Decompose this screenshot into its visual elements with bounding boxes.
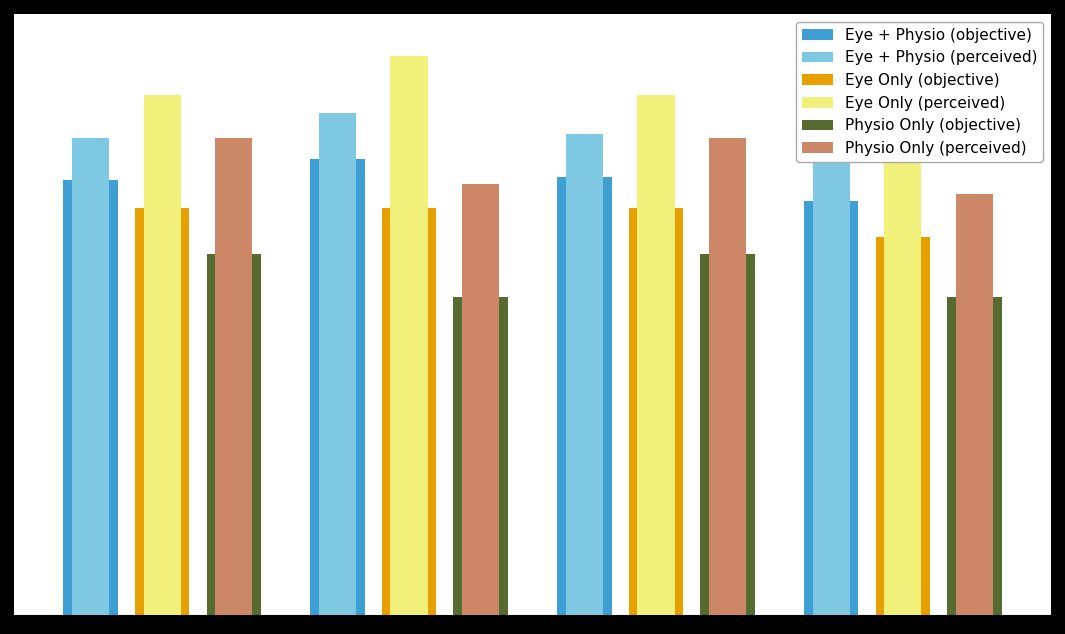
Bar xyxy=(628,209,683,615)
Bar xyxy=(382,209,437,615)
Bar xyxy=(638,95,674,615)
Bar xyxy=(135,209,190,615)
Bar xyxy=(63,180,117,615)
Bar xyxy=(318,113,356,615)
Bar xyxy=(207,254,261,615)
Bar xyxy=(884,124,921,615)
Bar xyxy=(875,236,930,615)
Bar xyxy=(701,254,755,615)
Bar xyxy=(391,56,427,615)
Bar xyxy=(72,138,109,615)
Bar xyxy=(215,138,252,615)
Bar xyxy=(144,95,181,615)
Bar xyxy=(566,134,603,615)
Bar xyxy=(948,297,1002,615)
Bar xyxy=(956,194,993,615)
Bar xyxy=(310,159,364,615)
Bar xyxy=(557,177,611,615)
Bar xyxy=(454,297,508,615)
Bar xyxy=(462,184,499,615)
Bar xyxy=(813,162,850,615)
Bar xyxy=(804,202,858,615)
Legend: Eye + Physio (objective), Eye + Physio (perceived), Eye Only (objective), Eye On: Eye + Physio (objective), Eye + Physio (… xyxy=(796,22,1044,162)
Bar xyxy=(709,138,747,615)
